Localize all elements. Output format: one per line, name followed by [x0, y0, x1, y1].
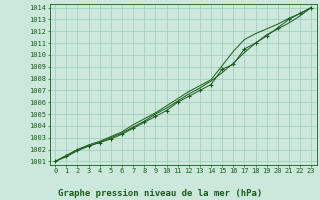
Text: Graphe pression niveau de la mer (hPa): Graphe pression niveau de la mer (hPa) [58, 189, 262, 198]
